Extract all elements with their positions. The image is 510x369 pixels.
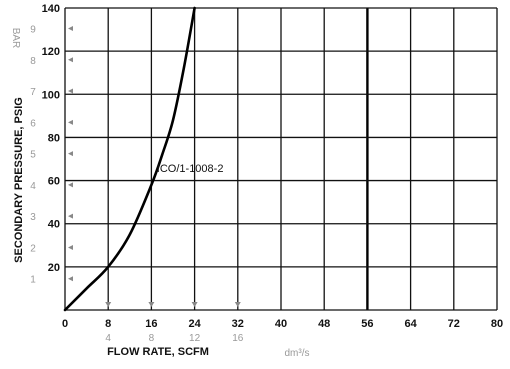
x-tick-label: 40	[275, 318, 287, 330]
y-alt-tick-label: 6	[30, 118, 36, 129]
y-tick-label: 100	[42, 89, 60, 101]
bar-tick-marker	[68, 119, 73, 125]
tick-markers	[68, 25, 241, 307]
dm3s-tick-marker	[191, 302, 198, 307]
y-axis-title: SECONDARY PRESSURE, PSIG	[13, 97, 25, 263]
dm3s-tick-marker	[148, 302, 155, 307]
y-alt-tick-label: 1	[30, 275, 36, 286]
x-tick-label: 24	[188, 318, 201, 330]
y-alt-tick-label: 7	[30, 87, 36, 98]
y-alt-tick-label: 5	[30, 150, 36, 161]
x-alt-tick-label: 8	[149, 333, 155, 344]
grid	[64, 7, 498, 311]
x-alt-unit-label: dm³/s	[285, 348, 310, 359]
x-tick-label: 16	[145, 318, 157, 330]
y-alt-tick-label: 2	[30, 243, 36, 254]
series-line	[63, 6, 196, 312]
y-alt-tick-label: 8	[30, 56, 36, 67]
bar-tick-marker	[68, 276, 73, 282]
curve-annotation: ICO/1-1008-2	[157, 163, 224, 175]
y-alt-tick-label: 4	[30, 181, 36, 192]
y-tick-label: 120	[42, 46, 60, 58]
dm3s-tick-marker	[234, 302, 241, 307]
x-tick-label: 56	[361, 318, 373, 330]
y-tick-label: 40	[48, 219, 60, 231]
dm3s-tick-marker	[105, 302, 112, 307]
x-alt-tick-label: 12	[189, 333, 201, 344]
y-tick-label: 20	[48, 262, 60, 274]
x-tick-label: 32	[232, 318, 244, 330]
x-alt-tick-label: 16	[232, 333, 244, 344]
y-tick-label: 60	[48, 176, 60, 188]
x-tick-label: 0	[62, 318, 68, 330]
x-alt-tick-label: 4	[105, 333, 111, 344]
bar-tick-marker	[68, 244, 73, 250]
x-tick-label: 64	[404, 318, 417, 330]
bar-tick-marker	[68, 88, 73, 94]
bar-tick-marker	[68, 213, 73, 219]
y-alt-tick-label: 3	[30, 212, 36, 223]
x-tick-label: 80	[491, 318, 503, 330]
y-alt-tick-label: 9	[30, 24, 36, 35]
x-axis-title: FLOW RATE, SCFM	[107, 346, 209, 358]
bar-tick-marker	[68, 57, 73, 63]
y-alt-unit-label: BAR	[10, 28, 21, 49]
tick-labels: 0 8 16 24 32 40 48 56 64 72 804 8 12 1620406080100120…	[30, 3, 503, 344]
bar-tick-marker	[68, 182, 73, 188]
bar-tick-marker	[68, 151, 73, 157]
x-tick-label: 72	[448, 318, 460, 330]
x-tick-label: 8	[105, 318, 111, 330]
bar-tick-marker	[68, 25, 73, 31]
y-tick-label: 140	[42, 3, 60, 15]
x-tick-label: 48	[318, 318, 330, 330]
y-tick-label: 80	[48, 132, 60, 144]
curve-layer	[63, 6, 196, 312]
